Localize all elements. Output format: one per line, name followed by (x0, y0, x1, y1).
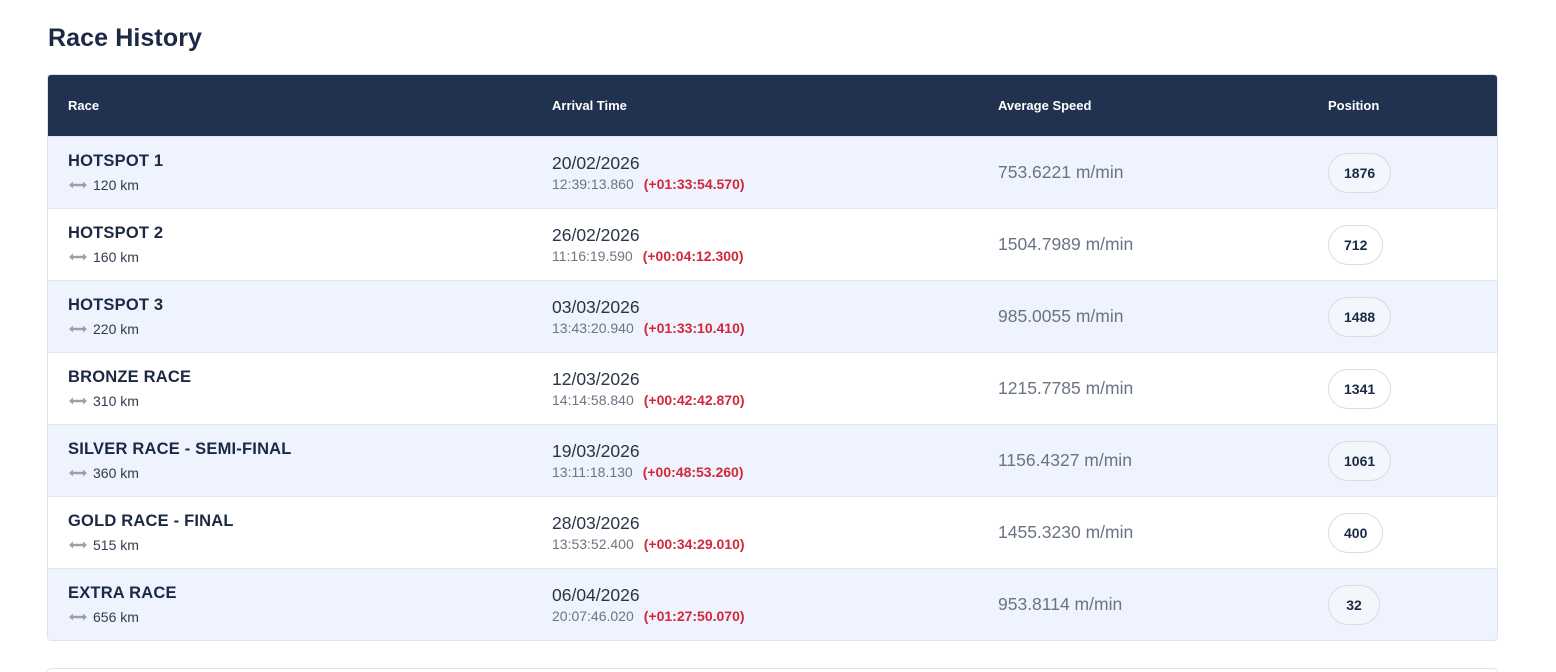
double-arrow-icon (68, 396, 88, 406)
header-race: Race (68, 98, 100, 113)
header-arrival-time: Arrival Time (552, 98, 627, 113)
arrival-cell: 06/04/2026 20:07:46.020 (+01:27:50.070) (552, 585, 745, 624)
double-arrow-icon (68, 180, 88, 190)
position-badge: 1488 (1328, 297, 1392, 337)
double-arrow-icon (68, 468, 88, 478)
arrival-date: 12/03/2026 (552, 369, 640, 389)
arrival-diff: (+01:27:50.070) (643, 608, 745, 624)
race-cell: GOLD RACE - FINAL 515 km (68, 512, 234, 553)
arrival-date: 28/03/2026 (552, 513, 640, 533)
race-distance: 220 km (68, 321, 163, 337)
position-badge: 400 (1328, 513, 1384, 553)
average-speed: 1156.4327 m/min (998, 450, 1132, 470)
table-row[interactable]: GOLD RACE - FINAL 515 km 28/03/2026 13:5… (48, 496, 1497, 568)
arrival-diff: (+00:42:42.870) (643, 392, 745, 408)
race-cell: SILVER RACE - SEMI-FINAL 360 km (68, 440, 292, 481)
arrival-time: 12:39:13.860 (552, 176, 634, 192)
race-distance: 515 km (68, 537, 234, 553)
table-row[interactable]: HOTSPOT 1 120 km 20/02/2026 12:39:13.860… (48, 136, 1497, 208)
race-cell: EXTRA RACE 656 km (68, 584, 177, 625)
race-distance: 160 km (68, 249, 163, 265)
table-header: Race Arrival Time Average Speed Position (48, 75, 1497, 136)
distance-value: 360 km (93, 465, 139, 481)
arrival-time: 13:11:18.130 (552, 464, 633, 480)
race-name: HOTSPOT 2 (68, 224, 164, 242)
arrival-date: 26/02/2026 (552, 225, 640, 245)
race-cell: HOTSPOT 1 120 km (68, 152, 163, 193)
average-speed: 953.8114 m/min (998, 594, 1123, 614)
arrival-cell: 28/03/2026 13:53:52.400 (+00:34:29.010) (552, 513, 745, 552)
arrival-diff: (+01:33:54.570) (643, 176, 745, 192)
arrival-cell: 03/03/2026 13:43:20.940 (+01:33:10.410) (552, 297, 745, 336)
table-row[interactable]: HOTSPOT 2 160 km 26/02/2026 11:16:19.590… (48, 208, 1497, 280)
distance-value: 160 km (93, 249, 139, 265)
table-row[interactable]: SILVER RACE - SEMI-FINAL 360 km 19/03/20… (48, 424, 1497, 496)
distance-value: 120 km (93, 177, 139, 193)
race-name: HOTSPOT 1 (68, 152, 164, 170)
average-speed: 1455.3230 m/min (998, 522, 1134, 542)
arrival-date: 06/04/2026 (552, 585, 640, 605)
distance-value: 310 km (93, 393, 139, 409)
position-badge: 1876 (1328, 153, 1392, 193)
race-distance: 360 km (68, 465, 292, 481)
race-cell: HOTSPOT 3 220 km (68, 296, 163, 337)
arrival-cell: 26/02/2026 11:16:19.590 (+00:04:12.300) (552, 225, 744, 264)
arrival-cell: 20/02/2026 12:39:13.860 (+01:33:54.570) (552, 153, 745, 192)
table-row[interactable]: HOTSPOT 3 220 km 03/03/2026 13:43:20.940… (48, 280, 1497, 352)
arrival-time: 14:14:58.840 (552, 392, 634, 408)
position-badge: 32 (1328, 585, 1380, 625)
average-speed: 753.6221 m/min (998, 162, 1124, 182)
double-arrow-icon (68, 324, 88, 334)
race-cell: HOTSPOT 2 160 km (68, 224, 163, 265)
arrival-date: 20/02/2026 (552, 153, 640, 173)
race-name: SILVER RACE - SEMI-FINAL (68, 440, 292, 458)
distance-value: 515 km (93, 537, 139, 553)
arrival-date: 03/03/2026 (552, 297, 640, 317)
position-badge: 1341 (1328, 369, 1392, 409)
arrival-time: 13:53:52.400 (552, 536, 634, 552)
double-arrow-icon (68, 540, 88, 550)
table-row[interactable]: BRONZE RACE 310 km 12/03/2026 14:14:58.8… (48, 352, 1497, 424)
header-position: Position (1328, 98, 1380, 113)
average-speed: 985.0055 m/min (998, 306, 1124, 326)
distance-value: 220 km (93, 321, 139, 337)
race-history-table: Race Arrival Time Average Speed Position… (47, 74, 1498, 641)
race-distance: 120 km (68, 177, 163, 193)
arrival-diff: (+00:04:12.300) (642, 248, 744, 264)
arrival-diff: (+01:33:10.410) (643, 320, 745, 336)
arrival-date: 19/03/2026 (552, 441, 640, 461)
arrival-cell: 12/03/2026 14:14:58.840 (+00:42:42.870) (552, 369, 745, 408)
arrival-time: 11:16:19.590 (552, 248, 633, 264)
race-distance: 310 km (68, 393, 191, 409)
race-cell: BRONZE RACE 310 km (68, 368, 191, 409)
header-average-speed: Average Speed (998, 98, 1092, 113)
race-name: HOTSPOT 3 (68, 296, 164, 314)
race-name: EXTRA RACE (68, 584, 177, 602)
arrival-diff: (+00:34:29.010) (643, 536, 745, 552)
race-name: BRONZE RACE (68, 368, 192, 386)
arrival-diff: (+00:48:53.260) (642, 464, 744, 480)
arrival-time: 13:43:20.940 (552, 320, 634, 336)
double-arrow-icon (68, 252, 88, 262)
table-row[interactable]: EXTRA RACE 656 km 06/04/2026 20:07:46.02… (48, 568, 1497, 640)
arrival-time: 20:07:46.020 (552, 608, 634, 624)
position-badge: 712 (1328, 225, 1384, 265)
average-speed: 1215.7785 m/min (998, 378, 1134, 398)
arrival-cell: 19/03/2026 13:11:18.130 (+00:48:53.260) (552, 441, 744, 480)
distance-value: 656 km (93, 609, 139, 625)
double-arrow-icon (68, 612, 88, 622)
race-distance: 656 km (68, 609, 177, 625)
race-name: GOLD RACE - FINAL (68, 512, 234, 530)
position-badge: 1061 (1328, 441, 1392, 481)
section-title: Race History (48, 24, 203, 52)
next-section-edge (47, 668, 1498, 672)
average-speed: 1504.7989 m/min (998, 234, 1134, 254)
